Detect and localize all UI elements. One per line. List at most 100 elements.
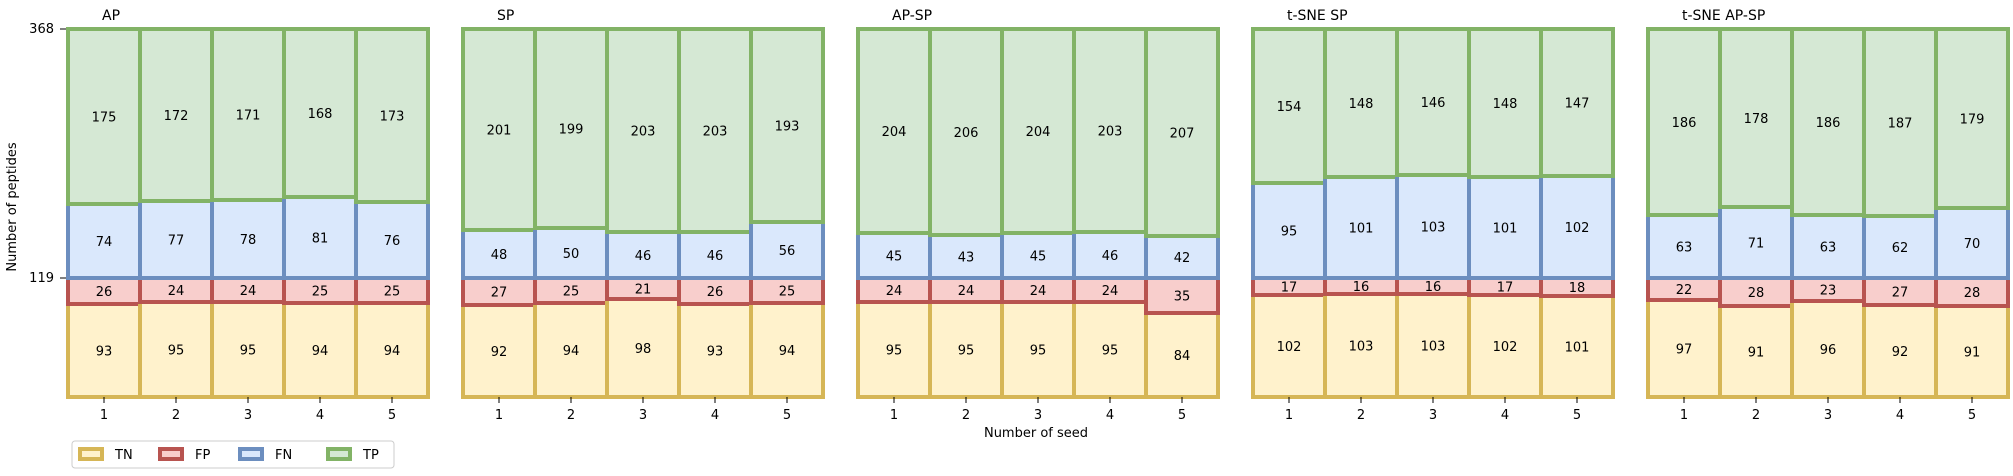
- data-label-fp: 24: [240, 284, 257, 299]
- data-label-tn: 95: [1030, 344, 1047, 359]
- data-label-fn: 56: [779, 244, 796, 259]
- data-label-tp: 207: [1170, 127, 1195, 142]
- bar-segment-fn: [1251, 181, 1327, 280]
- panel-title: t-SNE AP-SP: [1682, 8, 1765, 24]
- data-label-tp: 173: [380, 110, 405, 125]
- x-tick-label: 4: [1896, 408, 1904, 423]
- data-label-fp: 24: [1102, 284, 1119, 299]
- data-label-fn: 62: [1892, 241, 1909, 256]
- data-label-tn: 93: [707, 345, 724, 360]
- data-label-tn: 97: [1676, 343, 1693, 358]
- data-label-tp: 186: [1672, 116, 1697, 131]
- data-label-tn: 102: [1277, 340, 1302, 355]
- bar-segment-tn: [1072, 300, 1148, 399]
- data-label-fn: 45: [886, 250, 903, 265]
- bar-segment-fn: [1072, 230, 1148, 280]
- legend-item-fp: FP: [158, 447, 210, 463]
- bar-segment-fp: [1072, 276, 1148, 304]
- data-label-fp: 28: [1748, 286, 1765, 301]
- bar-segment-tp: [1539, 27, 1615, 178]
- x-tick-label: 3: [1034, 408, 1042, 423]
- data-label-fn: 46: [635, 249, 652, 264]
- x-tick-label: 4: [316, 408, 324, 423]
- data-label-tp: 204: [882, 125, 907, 140]
- data-label-fn: 43: [958, 251, 975, 266]
- data-label-fp: 26: [96, 285, 113, 300]
- data-label-tp: 201: [487, 124, 512, 139]
- panel-title: t-SNE SP: [1287, 8, 1348, 24]
- data-label-fp: 22: [1676, 283, 1693, 298]
- x-tick-label: 1: [1285, 408, 1293, 423]
- bar-segment-tp: [749, 27, 825, 224]
- data-label-fn: 42: [1174, 251, 1191, 266]
- bar-segment-tp: [210, 27, 286, 202]
- panel-ap: AP93267417595247717295247817194258116894…: [66, 8, 430, 423]
- data-label-tp: 179: [1960, 113, 1985, 128]
- data-label-tn: 95: [958, 344, 975, 359]
- data-label-tn: 91: [1748, 346, 1765, 361]
- x-tick-label: 4: [1106, 408, 1114, 423]
- bar-segment-tp: [1251, 27, 1327, 185]
- data-label-fp: 24: [958, 284, 975, 299]
- data-label-fp: 16: [1425, 280, 1442, 295]
- data-label-fp: 18: [1569, 281, 1586, 296]
- x-tick-label: 1: [1680, 408, 1688, 423]
- y-axis-label: Number of peptides: [5, 142, 20, 271]
- panel-sp: SP92274820194255019998214620393264620394…: [461, 8, 825, 423]
- data-label-fn: 78: [240, 233, 257, 248]
- x-tick-label: 2: [1357, 408, 1365, 423]
- panel-ap-sp: AP-SP95244520495244320695244520495244620…: [856, 8, 1220, 423]
- bar-segment-tp: [66, 27, 142, 206]
- bar-segment-fp: [1144, 276, 1220, 315]
- bar-segment-tp: [1718, 27, 1794, 209]
- data-label-fn: 77: [168, 234, 185, 249]
- bar-segment-fn: [1000, 231, 1076, 280]
- data-label-tn: 94: [312, 344, 329, 359]
- data-label-fn: 70: [1964, 237, 1981, 252]
- x-tick-label: 3: [1429, 408, 1437, 423]
- data-label-fn: 81: [312, 232, 329, 247]
- x-tick-label: 5: [1968, 408, 1976, 423]
- legend-item-tp: TP: [326, 447, 379, 463]
- data-label-fn: 103: [1421, 221, 1446, 236]
- bar-segment-tp: [533, 27, 609, 230]
- x-tick-label: 3: [244, 408, 252, 423]
- data-label-tn: 101: [1565, 341, 1590, 356]
- x-tick-label: 5: [388, 408, 396, 423]
- data-label-fn: 95: [1281, 225, 1298, 240]
- data-label-tn: 92: [491, 345, 508, 360]
- bar-segment-tn: [354, 301, 430, 399]
- data-label-fp: 27: [1892, 286, 1909, 301]
- data-label-fp: 27: [491, 286, 508, 301]
- x-tick-label: 2: [1752, 408, 1760, 423]
- data-label-fp: 17: [1281, 281, 1298, 296]
- data-label-tn: 98: [635, 342, 652, 357]
- bar-segment-fp: [749, 276, 825, 305]
- data-label-tn: 91: [1964, 346, 1981, 361]
- x-tick-label: 4: [711, 408, 719, 423]
- data-label-tp: 172: [164, 109, 189, 124]
- data-label-fp: 25: [563, 285, 580, 300]
- bar-segment-tp: [1000, 27, 1076, 235]
- x-axis-label: Number of seed: [984, 426, 1088, 441]
- panel-title: AP-SP: [892, 8, 932, 24]
- bar-segment-fp: [354, 276, 430, 305]
- data-label-fp: 16: [1353, 280, 1370, 295]
- data-label-tn: 96: [1820, 343, 1837, 358]
- bar-segment-tp: [856, 27, 932, 235]
- panel-t-sne-ap-sp: t-SNE AP-SP97226318691287117896236318692…: [1646, 8, 2010, 423]
- data-label-fp: 26: [707, 285, 724, 300]
- data-label-fp: 24: [886, 284, 903, 299]
- legend-item-fn: FN: [238, 447, 292, 463]
- x-tick-label: 1: [100, 408, 108, 423]
- x-tick-label: 1: [890, 408, 898, 423]
- bar-segment-fp: [1000, 276, 1076, 304]
- data-label-tp: 148: [1493, 97, 1518, 112]
- data-label-fp: 21: [635, 283, 652, 298]
- bar-segment-fp: [1718, 276, 1794, 308]
- data-label-tp: 186: [1816, 116, 1841, 131]
- bar-segment-tp: [1072, 27, 1148, 234]
- bar-segment-tp: [461, 27, 537, 232]
- data-label-tn: 95: [886, 344, 903, 359]
- bar-segment-fn: [66, 202, 142, 280]
